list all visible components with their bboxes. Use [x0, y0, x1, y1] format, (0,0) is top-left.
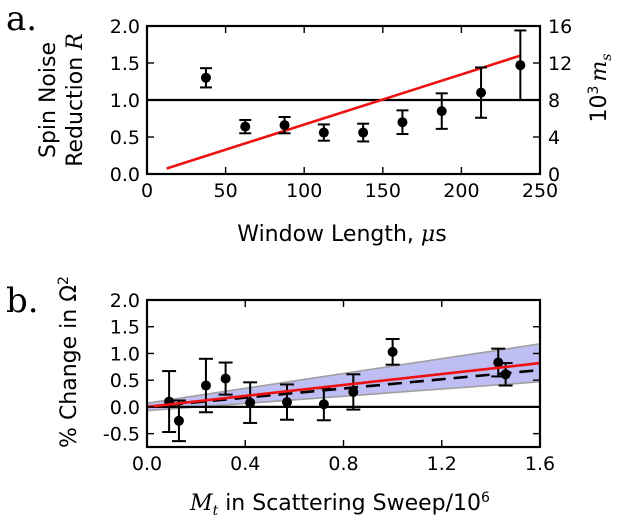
- panel-b-data-point: [318, 399, 329, 410]
- panel-a-ytick-label: 0.5: [110, 127, 140, 149]
- panel-b-ytick-label: 1.0: [110, 343, 140, 365]
- panel-a: a. Spin Noise Reduction R 103ms Window L…: [6, 0, 615, 247]
- panel-b: b. % Change in Ω2 Mt in Scattering Sweep…: [6, 276, 555, 519]
- panel-a-ytick-label: 0.0: [110, 164, 140, 186]
- panel-b-data-point: [245, 397, 256, 408]
- panel-a-ytick-label: 2.0: [110, 16, 140, 38]
- panel-b-ytick-label: -0.5: [103, 424, 140, 446]
- panel-b-ytick-label: 1.5: [110, 317, 140, 339]
- panel-a-y2tick-label: 4: [548, 127, 560, 149]
- panel-a-xlabel: Window Length, μs: [237, 222, 446, 247]
- panel-a-xtick-label: 0: [141, 180, 153, 202]
- panel-b-xtick-label: 0.0: [132, 453, 162, 475]
- panel-a-ylabel-line2: Reduction R: [63, 33, 88, 167]
- panel-a-ytick-label: 1.0: [110, 90, 140, 112]
- panel-a-ylabel-line1: Spin Noise: [36, 42, 61, 158]
- panel-a-xtick-label: 150: [365, 180, 401, 202]
- panel-b-ytick-label: 0.0: [110, 397, 140, 419]
- panel-b-fit-line: [146, 361, 541, 409]
- panel-b-data-point: [220, 373, 231, 384]
- panel-a-y2label: 103ms: [586, 54, 615, 123]
- panel-a-data-point: [200, 72, 211, 83]
- panel-a-data-point: [240, 121, 251, 132]
- panel-b-ytick-label: 0.5: [110, 370, 140, 392]
- panel-a-y2tick-label: 8: [548, 90, 560, 112]
- panel-b-label: b.: [6, 281, 39, 321]
- panel-b-data-point: [173, 415, 184, 426]
- panel-a-data-point: [476, 87, 487, 98]
- panel-b-xtick-label: 0.8: [328, 453, 358, 475]
- panel-a-xtick-label: 200: [443, 180, 479, 202]
- panel-b-xtick-label: 1.6: [525, 453, 555, 475]
- panel-a-data-point: [318, 127, 329, 138]
- panel-a-data-point: [436, 106, 447, 117]
- panel-a-xtick-label: 50: [214, 180, 238, 202]
- panel-a-y2tick-label: 16: [548, 16, 572, 38]
- panel-a-label: a.: [6, 0, 37, 39]
- panel-b-data-point: [348, 386, 359, 397]
- panel-a-y2tick-label: 12: [548, 53, 572, 75]
- panel-a-data-point: [515, 60, 526, 71]
- panel-a-data-point: [397, 117, 408, 128]
- panel-a-xtick-label: 100: [286, 180, 322, 202]
- panel-a-data-point: [279, 120, 290, 131]
- panel-b-xtick-label: 0.4: [230, 453, 260, 475]
- panel-b-data-point: [493, 357, 504, 368]
- panel-a-y2tick-label: 0: [548, 164, 560, 186]
- panel-b-xlabel: Mt in Scattering Sweep/106: [189, 490, 490, 519]
- panel-b-data-point: [282, 397, 293, 408]
- panel-a-fit-line: [166, 54, 521, 170]
- panel-b-ylabel: % Change in Ω2: [56, 276, 82, 448]
- panel-b-data-point: [200, 380, 211, 391]
- panel-b-ytick-label: 2.0: [110, 290, 140, 312]
- panel-a-data-point: [358, 127, 369, 138]
- panel-b-data-point: [387, 346, 398, 357]
- panel-a-xtick-label: 250: [522, 180, 558, 202]
- panel-b-xtick-label: 1.2: [427, 453, 457, 475]
- panel-a-ytick-label: 1.5: [110, 53, 140, 75]
